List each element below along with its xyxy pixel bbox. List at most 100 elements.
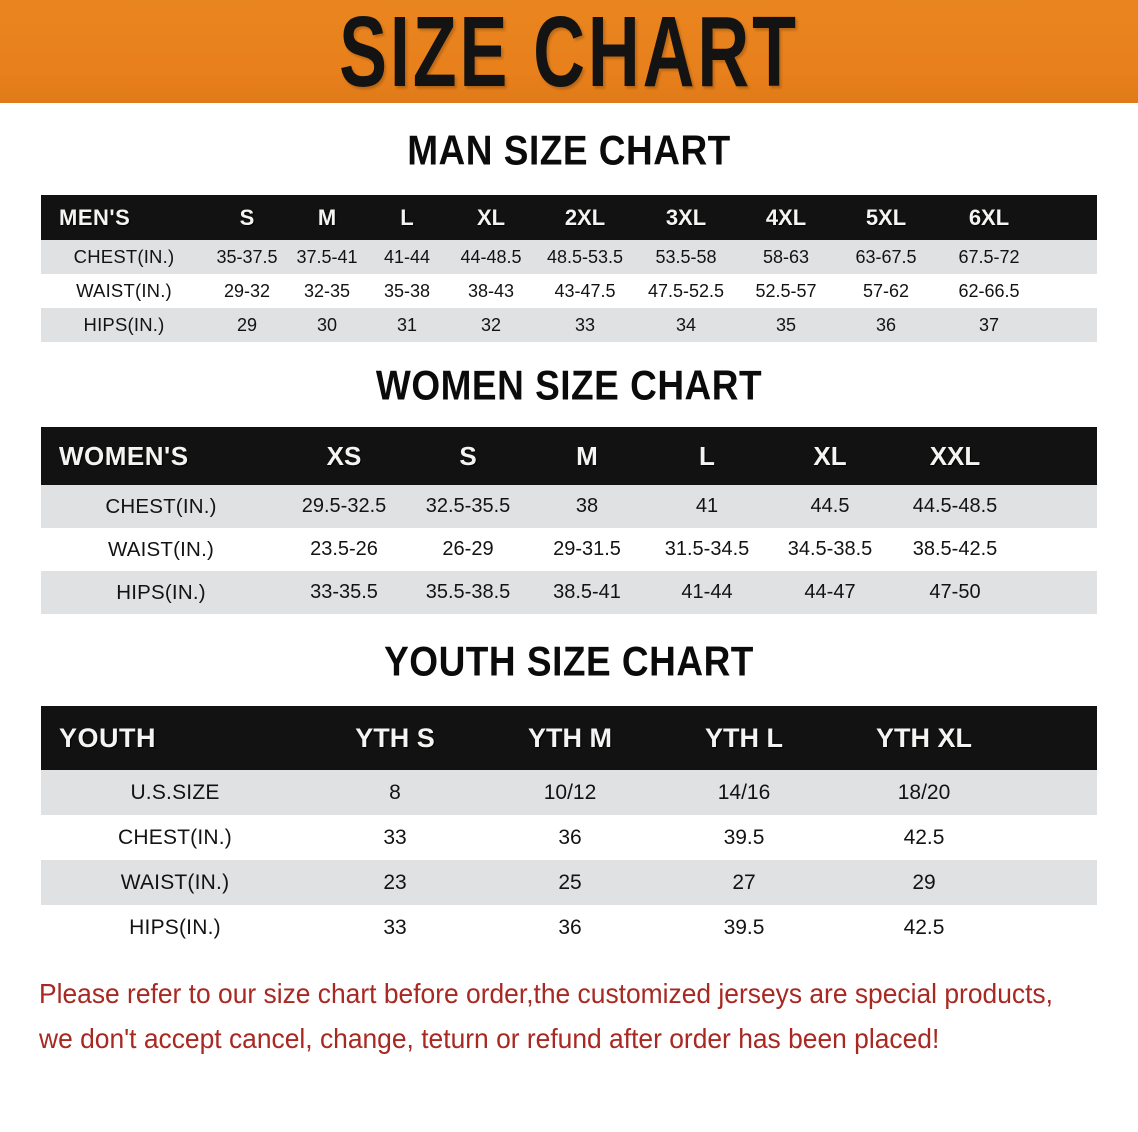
women-col-header-l: L (699, 440, 715, 471)
women-header-spacer (1019, 427, 1097, 485)
women-hips-xxl: 47-50 (929, 581, 981, 603)
youth-row-spacer (1019, 860, 1097, 905)
youth-chest-m: 36 (558, 825, 582, 849)
man-row-label-hips: HIPS(IN.) (83, 314, 165, 335)
man-col-header-2xl: 2XL (564, 204, 606, 230)
women-chest-m: 38 (575, 495, 599, 517)
man-hips-xl: 32 (480, 314, 502, 335)
women-row-spacer (1019, 485, 1097, 528)
women-waist-s: 26-29 (442, 538, 494, 560)
women-chest-xl: 44.5 (810, 495, 850, 517)
man-col-header-l: L (400, 204, 414, 230)
women-hips-xl: 44-47 (804, 581, 856, 603)
women-size-table-wrapper: WOMEN'S XS S M L XL XXL CHEST(IN.) 29.5-… (0, 427, 1138, 614)
return-policy-note: Please refer to our size chart before or… (39, 972, 1057, 1061)
youth-hips-l: 39.5 (723, 915, 765, 939)
youth-ussize-m: 10/12 (543, 780, 597, 804)
youth-row-spacer (1019, 770, 1097, 815)
youth-hips-xl: 42.5 (903, 915, 945, 939)
man-hips-m: 30 (316, 314, 338, 335)
women-chest-xxl: 44.5-48.5 (912, 495, 998, 517)
man-hips-6xl: 37 (978, 314, 1000, 335)
man-chest-4xl: 58-63 (762, 246, 810, 267)
man-row-spacer (1041, 308, 1097, 342)
man-col-header-5xl: 5XL (865, 204, 907, 230)
women-col-header-xs: XS (326, 440, 362, 471)
youth-row-label-waist: WAIST(IN.) (120, 870, 230, 894)
table-row: HIPS(IN.) 29 30 31 32 33 34 35 36 37 (41, 308, 1097, 342)
man-row-label-chest: CHEST(IN.) (73, 246, 175, 267)
women-hips-m: 38.5-41 (553, 581, 621, 603)
man-chest-6xl: 67.5-72 (958, 246, 1020, 267)
size-chart-banner: SIZE CHART (0, 0, 1138, 103)
women-header-label: WOMEN'S (59, 440, 189, 471)
man-row-spacer (1041, 240, 1097, 274)
youth-col-header-xl: YTH XL (875, 722, 972, 753)
youth-ussize-xl: 18/20 (897, 780, 951, 804)
man-size-table-wrapper: MEN'S S M L XL 2XL 3XL 4XL 5XL 6XL CHEST… (0, 195, 1138, 342)
women-waist-m: 29-31.5 (553, 538, 621, 560)
women-waist-l: 31.5-34.5 (664, 538, 750, 560)
man-col-header-xl: XL (476, 204, 506, 230)
women-col-header-xl: XL (813, 440, 847, 471)
women-hips-s: 35.5-38.5 (425, 581, 511, 603)
youth-waist-s: 23 (383, 870, 407, 894)
table-row: WAIST(IN.) 23 25 27 29 (41, 860, 1097, 905)
man-hips-2xl: 33 (574, 314, 596, 335)
women-row-spacer (1019, 528, 1097, 571)
youth-row-label-us-size: U.S.SIZE (130, 780, 220, 804)
return-policy-line-2: we don't accept cancel, change, teturn o… (39, 1022, 940, 1054)
man-waist-s: 29-32 (223, 280, 271, 301)
youth-col-header-s: YTH S (355, 722, 435, 753)
table-row: CHEST(IN.) 29.5-32.5 32.5-35.5 38 41 44.… (41, 485, 1097, 528)
women-row-spacer (1019, 571, 1097, 614)
women-waist-xl: 34.5-38.5 (787, 538, 873, 560)
man-waist-4xl: 52.5-57 (755, 280, 817, 301)
man-waist-6xl: 62-66.5 (958, 280, 1020, 301)
youth-size-table-wrapper: YOUTH YTH S YTH M YTH L YTH XL U.S.SIZE … (0, 706, 1138, 950)
women-col-header-m: M (576, 440, 598, 471)
women-waist-xxl: 38.5-42.5 (912, 538, 998, 560)
youth-section-title: YOUTH SIZE CHART (384, 638, 754, 685)
man-row-spacer (1041, 274, 1097, 308)
page-title: SIZE CHART (339, 0, 799, 103)
women-section-title: WOMEN SIZE CHART (375, 362, 763, 409)
man-waist-l: 35-38 (383, 280, 431, 301)
women-chest-xs: 29.5-32.5 (301, 495, 387, 517)
youth-waist-l: 27 (732, 870, 756, 894)
youth-header-spacer (1019, 706, 1097, 770)
youth-chest-s: 33 (383, 825, 407, 849)
man-waist-3xl: 47.5-52.5 (647, 280, 725, 301)
man-chest-xl: 44-48.5 (460, 246, 522, 267)
man-col-header-m: M (317, 204, 337, 230)
youth-chest-xl: 42.5 (903, 825, 945, 849)
man-chest-m: 37.5-41 (296, 246, 358, 267)
man-hips-s: 29 (236, 314, 258, 335)
man-col-header-6xl: 6XL (968, 204, 1010, 230)
table-row: CHEST(IN.) 35-37.5 37.5-41 41-44 44-48.5… (41, 240, 1097, 274)
table-row: HIPS(IN.) 33 36 39.5 42.5 (41, 905, 1097, 950)
youth-col-header-l: YTH L (705, 722, 783, 753)
women-row-label-waist: WAIST(IN.) (107, 537, 214, 561)
youth-waist-m: 25 (558, 870, 582, 894)
man-size-table: MEN'S S M L XL 2XL 3XL 4XL 5XL 6XL CHEST… (41, 195, 1097, 342)
youth-row-label-chest: CHEST(IN.) (118, 825, 232, 849)
return-policy-line-1: Please refer to our size chart before or… (39, 978, 1053, 1009)
table-row: WAIST(IN.) 29-32 32-35 35-38 38-43 43-47… (41, 274, 1097, 308)
man-waist-xl: 38-43 (467, 280, 515, 301)
youth-table-header-row: YOUTH YTH S YTH M YTH L YTH XL (41, 706, 1097, 770)
man-col-header-4xl: 4XL (765, 204, 807, 230)
youth-row-spacer (1019, 905, 1097, 950)
youth-size-table: YOUTH YTH S YTH M YTH L YTH XL U.S.SIZE … (41, 706, 1097, 950)
table-row: HIPS(IN.) 33-35.5 35.5-38.5 38.5-41 41-4… (41, 571, 1097, 614)
youth-ussize-l: 14/16 (717, 780, 771, 804)
youth-chest-l: 39.5 (723, 825, 765, 849)
man-section-title: MAN SIZE CHART (407, 127, 731, 174)
man-chest-2xl: 48.5-53.5 (546, 246, 624, 267)
women-chest-s: 32.5-35.5 (425, 495, 511, 517)
man-hips-3xl: 34 (675, 314, 697, 335)
man-chest-s: 35-37.5 (216, 246, 278, 267)
man-waist-m: 32-35 (303, 280, 351, 301)
women-row-label-chest: CHEST(IN.) (105, 494, 217, 518)
man-hips-l: 31 (396, 314, 418, 335)
